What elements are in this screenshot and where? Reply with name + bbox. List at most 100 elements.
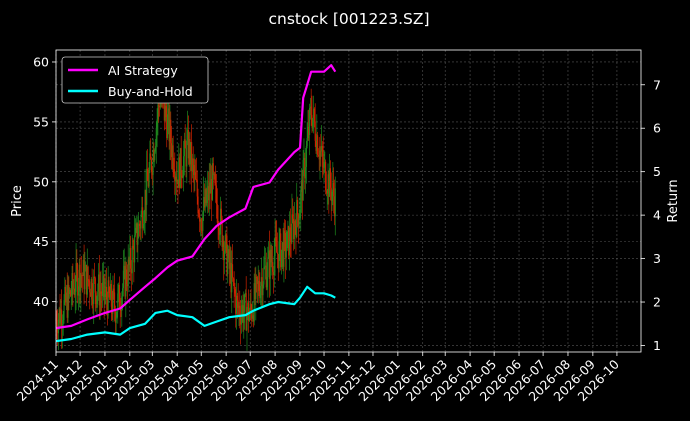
- candle-body: [192, 158, 194, 166]
- candle-body: [333, 196, 336, 217]
- candle-body: [236, 295, 238, 301]
- candle-body: [181, 175, 183, 178]
- candle-body: [70, 295, 72, 297]
- candle-body: [288, 226, 290, 256]
- candle-body: [265, 265, 267, 288]
- candle-body: [310, 106, 312, 116]
- candle-body: [75, 263, 77, 292]
- candle-body: [266, 277, 268, 288]
- candle-body: [187, 130, 189, 159]
- candle-body: [242, 305, 244, 323]
- candle-body: [150, 153, 152, 160]
- candle-body: [144, 189, 146, 217]
- candle-body: [194, 172, 196, 175]
- candle-body: [209, 182, 211, 194]
- candle-body: [219, 234, 221, 236]
- candle-body: [206, 194, 208, 204]
- candle-body: [126, 284, 128, 287]
- candle-body: [207, 186, 210, 201]
- candle-body: [218, 225, 220, 235]
- candle-body: [84, 270, 86, 290]
- legend-label-ai-strategy: AI Strategy: [108, 63, 178, 78]
- candle-body: [204, 189, 206, 208]
- candle-body: [332, 182, 334, 192]
- candle-body: [125, 269, 127, 297]
- candle-body: [251, 309, 253, 319]
- candle-body: [140, 215, 142, 229]
- candle-body: [315, 140, 317, 151]
- candle-body: [298, 218, 300, 226]
- candle-body: [171, 145, 173, 158]
- candle-body: [236, 295, 238, 314]
- candle-body: [197, 196, 199, 214]
- candle-body: [81, 274, 83, 276]
- candle-body: [221, 218, 223, 248]
- candle-body: [329, 168, 331, 197]
- candle-body: [288, 227, 291, 256]
- candle-body: [83, 259, 85, 290]
- candle-body: [165, 106, 167, 118]
- candle-body: [149, 153, 151, 170]
- candle-body: [74, 291, 76, 295]
- candle-body: [175, 176, 177, 182]
- candle-body: [223, 250, 226, 261]
- candle-body: [257, 281, 259, 284]
- candle-body: [93, 276, 95, 304]
- candle-body: [256, 277, 258, 284]
- candle-body: [307, 126, 309, 138]
- candle-body: [114, 309, 116, 323]
- candle-body: [219, 208, 222, 235]
- grid: [55, 50, 641, 352]
- candle-body: [311, 115, 313, 128]
- candle-body: [333, 182, 335, 197]
- candle-body: [271, 262, 273, 264]
- legend-label-buy-and-hold: Buy-and-Hold: [108, 84, 193, 99]
- candle-body: [308, 126, 310, 135]
- candle-body: [302, 159, 304, 201]
- candle-body: [231, 264, 233, 293]
- candle-body: [309, 107, 311, 135]
- candle-body: [248, 302, 250, 321]
- candle-body: [141, 207, 143, 216]
- candle-body: [287, 226, 289, 232]
- candle-body: [190, 142, 192, 165]
- candle-body: [264, 266, 266, 268]
- candle-body: [129, 248, 131, 265]
- candle-body: [154, 146, 157, 152]
- chart-title: cnstock [001223.SZ]: [268, 10, 429, 28]
- candle-body: [65, 292, 67, 303]
- y2-axis-label: Return: [666, 179, 681, 222]
- candle-body: [233, 278, 235, 290]
- candle-body: [106, 286, 108, 300]
- candle-body: [280, 233, 282, 268]
- candle-body: [156, 119, 158, 128]
- candle-body: [195, 172, 197, 180]
- y2-tick-label: 3: [653, 251, 661, 266]
- candle-body: [306, 137, 308, 147]
- candle-body: [122, 288, 124, 297]
- candle-body: [276, 252, 279, 254]
- candle-body: [222, 240, 224, 248]
- candle-body: [202, 212, 204, 231]
- candle-body: [320, 150, 322, 152]
- candle-body: [324, 161, 326, 163]
- candle-body: [91, 278, 93, 300]
- candle-body: [223, 240, 225, 261]
- candle-body: [253, 283, 255, 322]
- candle-body: [71, 272, 73, 296]
- candle-body: [309, 106, 311, 108]
- candle-body: [292, 214, 294, 219]
- candle-body: [85, 265, 88, 295]
- candle-body: [79, 264, 81, 291]
- candle-body: [157, 104, 159, 120]
- candle-body: [274, 237, 276, 256]
- candle-body: [98, 274, 100, 306]
- candle-body: [252, 315, 254, 319]
- y-tick-label: 50: [33, 174, 49, 189]
- candle-body: [63, 300, 65, 321]
- candle-body: [146, 168, 148, 205]
- candle-body: [241, 305, 243, 314]
- candle-body: [215, 185, 218, 205]
- candle-body: [254, 283, 256, 300]
